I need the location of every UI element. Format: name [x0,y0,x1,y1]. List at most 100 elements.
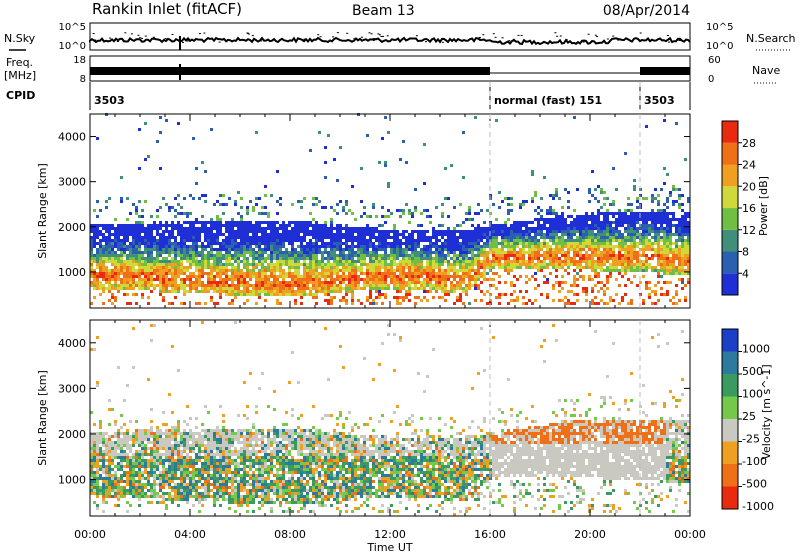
power-cell [186,251,189,254]
power-cell [138,230,141,233]
power-cell [600,236,603,239]
colorbar-tick-label: 4 [742,267,749,280]
power-cell [276,221,279,224]
power-cell [309,242,312,245]
power-cell [252,293,255,296]
power-cell [501,248,504,251]
power-cell [591,194,594,197]
power-cell [654,302,657,305]
power-cell [567,260,570,263]
power-cell [132,260,135,263]
power-cell [306,263,309,266]
power-cell [339,233,342,236]
power-cell [384,281,387,284]
power-cell [666,254,669,257]
power-cell [390,257,393,260]
power-cell [441,212,444,215]
power-cell [489,245,492,248]
power-cell [306,248,309,251]
power-cell [168,245,171,248]
power-cell [642,263,645,266]
power-cell [246,227,249,230]
power-cell [324,248,327,251]
power-cell [660,263,663,266]
power-cell [600,230,603,233]
power-cell [618,269,621,272]
power-cell [519,263,522,266]
power-cell [279,245,282,248]
velocity-cell [111,468,114,471]
power-cell [180,239,183,242]
velocity-cell [102,471,105,474]
power-cell [663,203,666,206]
power-cell [219,263,222,266]
power-cell [573,278,576,281]
power-cell [603,212,606,215]
power-cell [141,221,144,224]
power-cell [477,263,480,266]
power-cell [123,239,126,242]
power-cell [93,272,96,275]
power-cell [306,254,309,257]
power-cell [615,239,618,242]
power-cell [330,206,333,209]
power-cell [609,227,612,230]
power-cell [372,257,375,260]
power-cell [462,302,465,305]
power-cell [660,221,663,224]
power-cell [426,215,429,218]
power-cell [435,242,438,245]
power-cell [420,233,423,236]
power-cell [648,230,651,233]
power-cell [222,263,225,266]
power-cell [531,254,534,257]
power-cell [144,122,147,125]
power-cell [330,269,333,272]
power-cell [459,260,462,263]
power-cell [261,290,264,293]
power-cell [642,215,645,218]
power-cell [663,272,666,275]
power-cell [315,224,318,227]
power-cell [429,221,432,224]
power-cell [510,209,513,212]
power-cell [162,275,165,278]
power-cell [270,224,273,227]
power-cell [378,248,381,251]
power-cell [324,242,327,245]
power-cell [591,302,594,305]
power-cell [420,269,423,272]
power-cell [93,281,96,284]
power-cell [132,248,135,251]
power-cell [471,263,474,266]
power-cell [543,251,546,254]
power-cell [378,278,381,281]
power-cell [618,257,621,260]
power-cell [465,230,468,233]
power-cell [519,254,522,257]
power-cell [243,275,246,278]
power-cell [135,260,138,263]
power-cell [342,278,345,281]
power-cell [231,242,234,245]
power-cell [546,212,549,215]
power-cell [600,251,603,254]
nsearch-point [495,37,497,38]
power-cell [171,245,174,248]
power-cell [201,254,204,257]
power-cell [618,218,621,221]
power-cell [525,200,528,203]
power-cell [558,230,561,233]
power-cell [516,278,519,281]
velocity-cell [120,447,123,450]
power-cell [216,281,219,284]
power-cell [168,251,171,254]
power-cell [201,287,204,290]
power-cell [591,224,594,227]
power-cell [609,236,612,239]
power-cell [93,230,96,233]
power-cell [219,275,222,278]
power-cell [552,260,555,263]
power-cell [303,245,306,248]
power-cell [672,272,675,275]
